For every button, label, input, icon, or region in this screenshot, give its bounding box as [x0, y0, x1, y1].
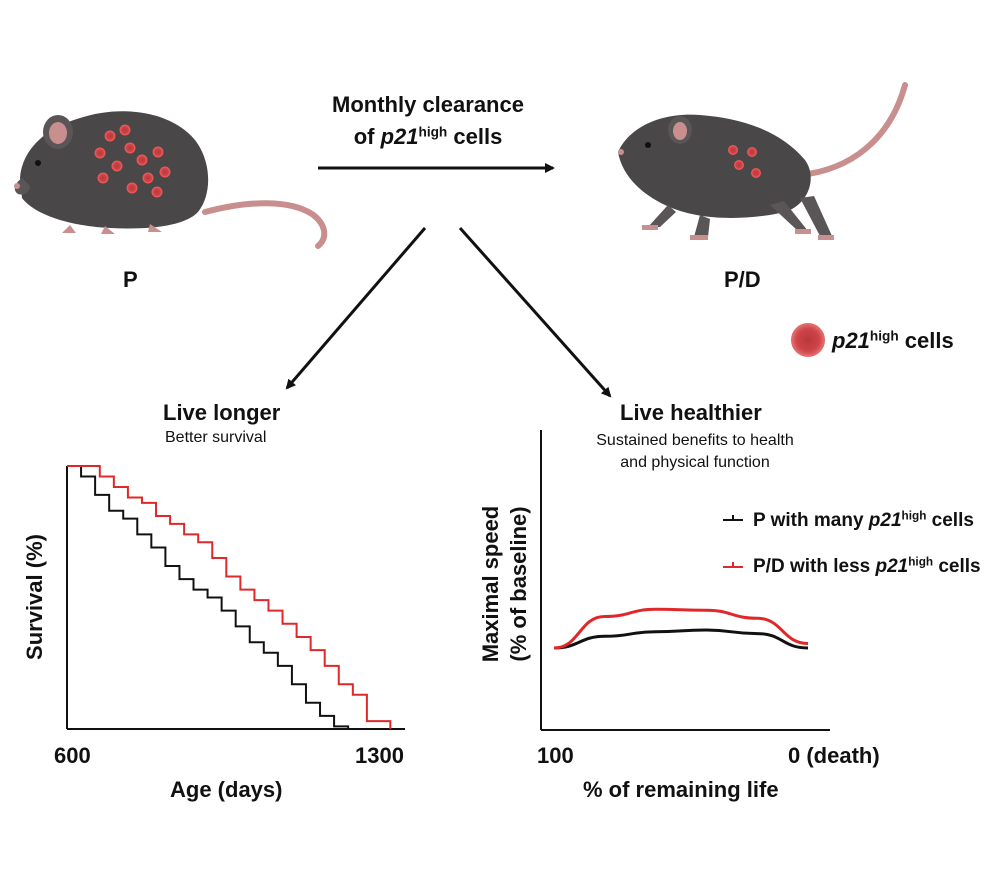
clearance-line2: of p21high cells	[353, 124, 503, 149]
live-healthier-title: Live healthier	[620, 400, 762, 425]
p21-cells-right	[728, 145, 761, 178]
legend-swatch-pd	[723, 562, 743, 568]
mouse-pd-label: P/D	[724, 267, 761, 292]
survival-curve-pd	[67, 465, 392, 729]
legend-swatch-p	[723, 515, 743, 521]
survival-ylabel: Survival (%)	[22, 534, 47, 660]
live-longer-title: Live longer	[163, 400, 281, 425]
subtitle-line1: Sustained benefits to health	[596, 432, 794, 449]
speed-xtick-death: 0 (death)	[788, 743, 880, 768]
subtitle-line2: and physical function	[620, 454, 770, 471]
arrow-to-live-longer	[285, 227, 427, 390]
speed-xtick-100: 100	[537, 743, 574, 768]
speed-chart-plot	[553, 607, 809, 650]
p21-cell-legend-icon	[791, 323, 825, 357]
clearance-line1: Monthly clearance	[332, 92, 524, 117]
live-longer-subtitle: Better survival	[165, 429, 267, 446]
live-healthier-subtitle: Sustained benefits to health and physica…	[560, 432, 830, 472]
mouse-p-illustration	[14, 111, 328, 249]
speed-ylabel: Maximal speed (% of baseline)	[478, 505, 531, 663]
arrow-to-live-healthier	[458, 227, 612, 398]
mouse-p-label: P	[123, 267, 138, 292]
survival-curve-p	[67, 465, 350, 729]
survival-xlabel: Age (days)	[170, 777, 283, 802]
survival-chart-plot	[67, 465, 392, 729]
speed-curve-p	[553, 628, 809, 650]
p21-cells-left	[94, 124, 171, 198]
mouse-pd-illustration	[618, 82, 908, 240]
speed-xlabel: % of remaining life	[583, 777, 779, 802]
survival-chart-axes	[66, 466, 405, 730]
speed-curve-pd	[553, 607, 809, 650]
survival-xtick-1300: 1300	[355, 743, 404, 768]
speed-chart-axes	[540, 430, 830, 731]
survival-xtick-600: 600	[54, 743, 91, 768]
clearance-label: Monthly clearance of p21high cells	[318, 92, 538, 150]
legend-pd-text: P/D with less p21high cells	[753, 555, 981, 577]
legend-p-text: P with many p21high cells	[753, 509, 974, 531]
p21-cells-legend-label: p21high cells	[832, 328, 954, 353]
